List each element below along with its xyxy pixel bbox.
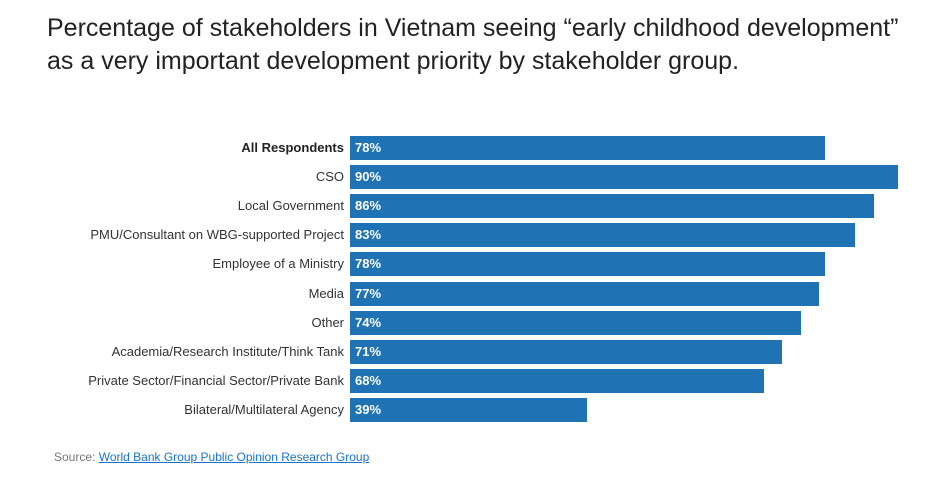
data-label: 74% <box>355 314 382 330</box>
data-label: 71% <box>355 343 382 359</box>
bar <box>350 310 801 335</box>
data-label: 78% <box>355 256 382 272</box>
category-label: Employee of a Ministry <box>212 256 345 272</box>
data-label: 83% <box>355 227 382 243</box>
source-link[interactable]: World Bank Group Public Opinion Research… <box>98 450 370 464</box>
category-label: Bilateral/Multilateral Agency <box>184 401 344 417</box>
chart-title: Percentage of stakeholders in Vietnam se… <box>47 14 899 75</box>
bar <box>350 281 819 306</box>
data-label: 39% <box>355 401 382 417</box>
data-label: 68% <box>355 372 382 388</box>
category-label: PMU/Consultant on WBG-supported Project <box>90 227 344 243</box>
category-label: All Respondents <box>241 140 344 155</box>
bar <box>350 252 825 277</box>
bar <box>350 194 874 219</box>
data-label: 77% <box>355 285 382 301</box>
source-prefix: Source: <box>54 450 96 464</box>
bar <box>350 165 898 190</box>
data-label: 90% <box>355 169 382 185</box>
category-label: Academia/Research Institute/Think Tank <box>111 343 344 359</box>
category-label: Private Sector/Financial Sector/Private … <box>88 372 344 388</box>
category-label: CSO <box>315 169 344 185</box>
data-label: 78% <box>355 140 382 155</box>
category-label: Local Government <box>237 198 344 214</box>
category-label: Other <box>311 314 344 330</box>
category-label: Media <box>308 285 344 301</box>
bar <box>350 368 765 393</box>
bar <box>350 223 856 248</box>
bar <box>350 397 588 422</box>
bar <box>350 136 825 160</box>
bar <box>350 339 783 364</box>
data-label: 86% <box>355 198 382 214</box>
source-note: Source: World Bank Group Public Opinion … <box>54 450 369 464</box>
